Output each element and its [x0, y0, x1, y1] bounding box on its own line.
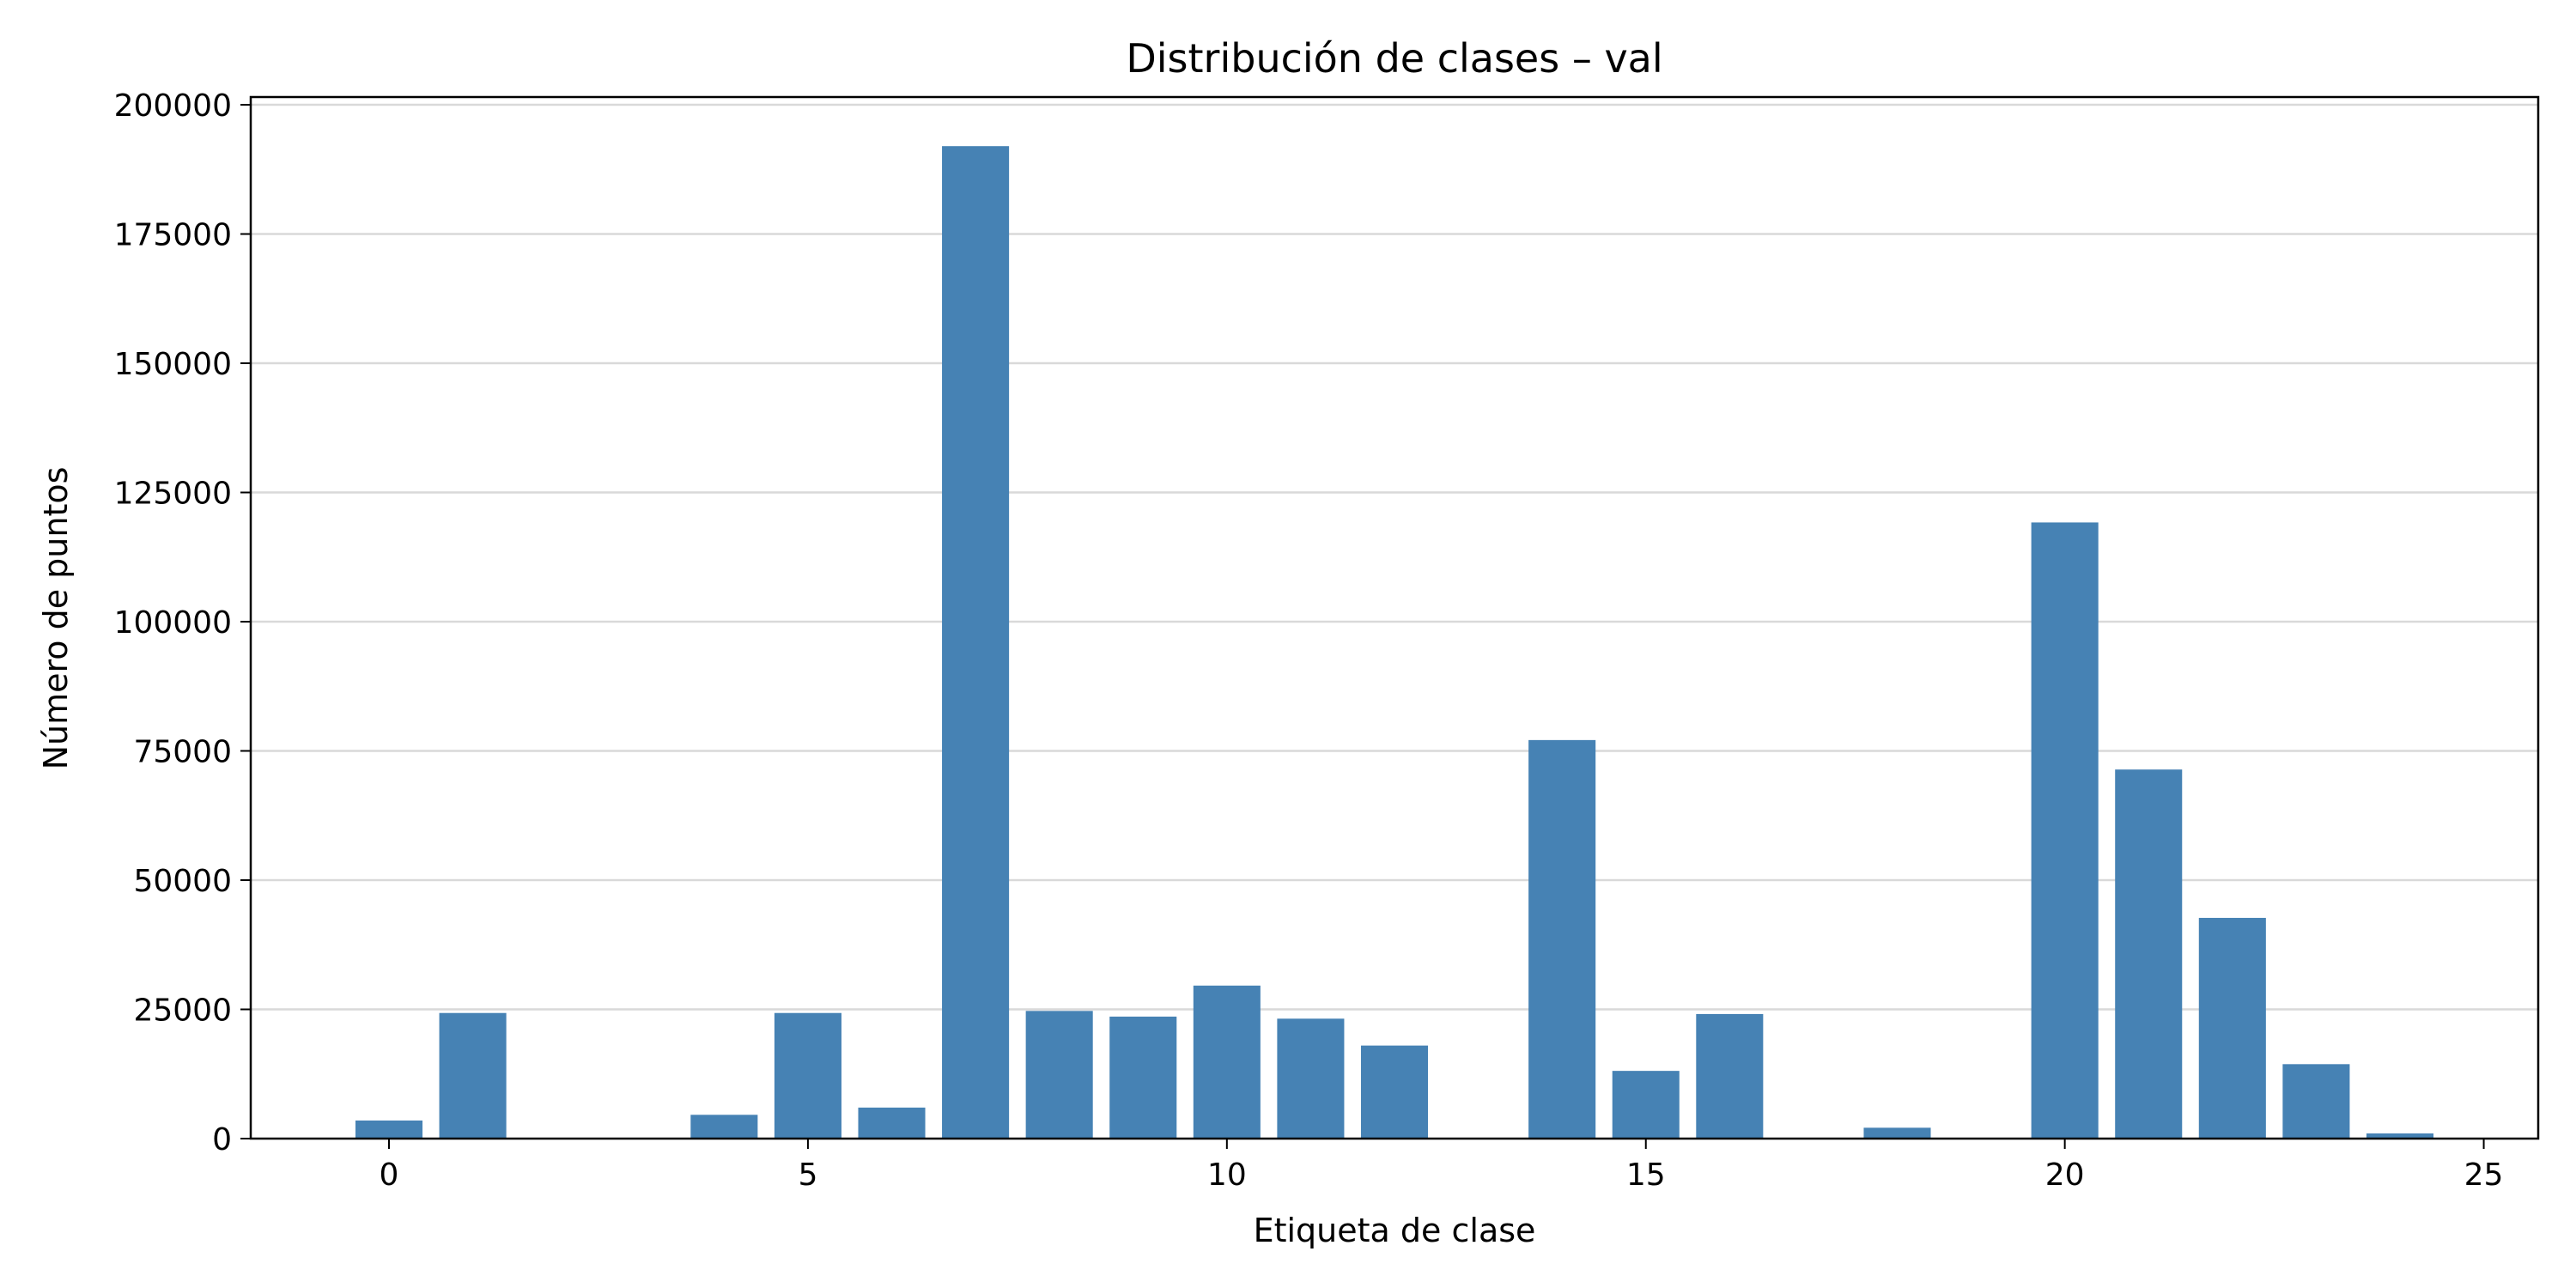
- bar: [942, 146, 1010, 1139]
- chart-title: Distribución de clases – val: [1126, 35, 1662, 82]
- x-tick-label: 15: [1626, 1157, 1666, 1193]
- x-tick-label: 25: [2464, 1157, 2504, 1193]
- bar: [439, 1012, 507, 1139]
- x-tick-label: 10: [1207, 1157, 1247, 1193]
- y-tick-label: 125000: [114, 477, 232, 512]
- bar: [1025, 1011, 1093, 1139]
- bar: [2282, 1064, 2350, 1139]
- bar: [1360, 1045, 1429, 1139]
- bar: [1109, 1016, 1177, 1139]
- bar: [774, 1012, 841, 1139]
- bar: [2198, 917, 2266, 1139]
- bars: [355, 146, 2434, 1139]
- bar: [1696, 1013, 1764, 1139]
- bar: [2031, 522, 2099, 1139]
- y-tick-label: 25000: [133, 993, 232, 1029]
- bar: [1863, 1127, 1931, 1139]
- grid-lines: [251, 103, 2538, 1011]
- y-tick-label: 100000: [114, 605, 232, 641]
- bar: [1277, 1018, 1345, 1139]
- bar: [2115, 769, 2183, 1139]
- y-tick-label: 75000: [133, 735, 232, 770]
- plot-frame: [249, 95, 2540, 1140]
- bar: [355, 1120, 423, 1139]
- y-tick-label: 175000: [114, 218, 232, 253]
- x-tick-label: 20: [2045, 1157, 2085, 1193]
- bar: [1193, 985, 1261, 1139]
- y-tick-label: 200000: [114, 88, 232, 124]
- y-tick-label: 0: [212, 1122, 232, 1157]
- y-tick-label: 50000: [133, 864, 232, 899]
- x-axis-title: Etiqueta de clase: [1254, 1212, 1536, 1249]
- y-axis-ticks: 0 25000 50000 75000 100000 125000 150000 175000…: [114, 88, 251, 1157]
- bar: [858, 1107, 926, 1139]
- bar: [2366, 1133, 2434, 1139]
- x-axis-ticks: 0 5 10 15 20 25: [380, 1139, 2504, 1193]
- y-axis-title: Número de puntos: [37, 467, 75, 770]
- x-tick-label: 0: [380, 1157, 399, 1193]
- x-tick-label: 5: [798, 1157, 817, 1193]
- bar: [690, 1115, 758, 1139]
- bar: [1612, 1071, 1680, 1139]
- bar: [1528, 739, 1596, 1139]
- y-tick-label: 150000: [114, 347, 232, 382]
